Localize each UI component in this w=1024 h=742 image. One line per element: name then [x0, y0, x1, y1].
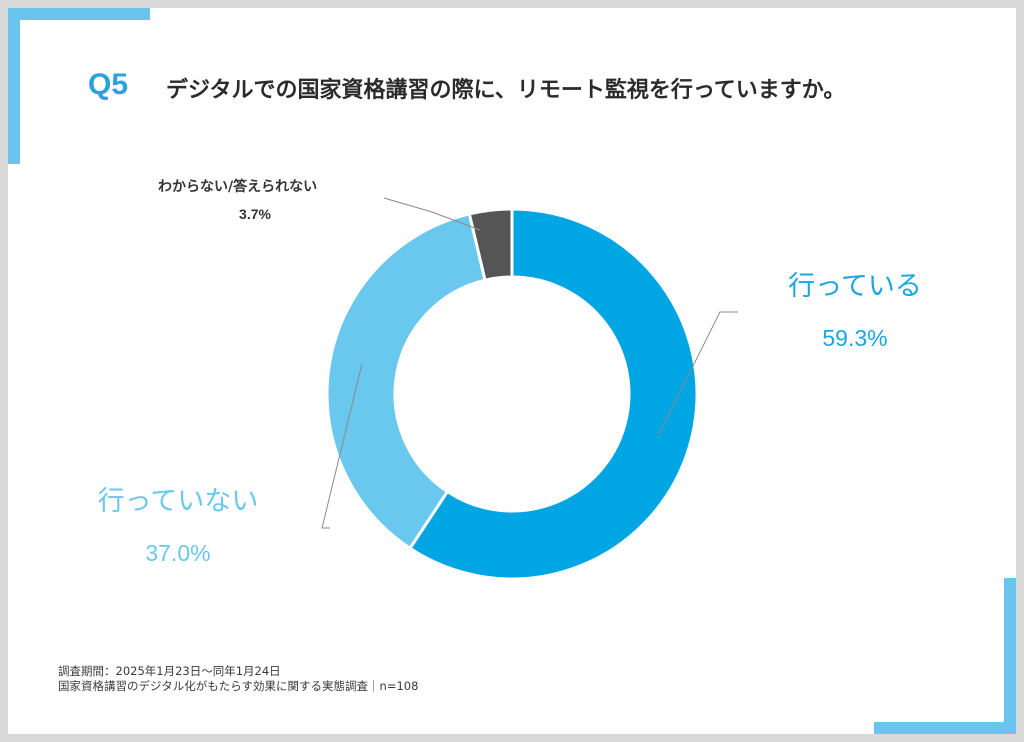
- leader-line-2: [383, 197, 481, 231]
- question-title: デジタルでの国家資格講習の際に、リモート監視を行っていますか。: [166, 78, 846, 103]
- question-number: Q5: [88, 68, 129, 101]
- label-value-2: 3.7%: [239, 206, 271, 222]
- corner-accent-top-left: [8, 8, 150, 20]
- chart-card: [8, 8, 1016, 734]
- donut-slice-2: [467, 207, 514, 282]
- label-value-1: 37.0%: [145, 540, 210, 566]
- survey-footnote: 調査期間：2025年1月23日〜同年1月24日 国家資格講習のデジタル化がもたら…: [58, 664, 418, 694]
- label-category-2: わからない/答えられない: [158, 178, 317, 195]
- label-category-0: 行っている: [788, 271, 922, 302]
- survey-period: 調査期間：2025年1月23日〜同年1月24日: [58, 664, 281, 678]
- corner-accent-bottom-right-vertical: [1004, 578, 1016, 734]
- corner-accent-bottom-right: [874, 722, 1016, 734]
- corner-accent-top-left-vertical: [8, 8, 20, 164]
- donut-slice-0: [407, 207, 699, 581]
- donut-slice-1: [325, 212, 487, 551]
- survey-name: 国家資格講習のデジタル化がもたらす効果に関する実態調査｜n=108: [58, 679, 419, 693]
- leader-line-0: [657, 311, 738, 437]
- label-value-0: 59.3%: [822, 325, 887, 351]
- leader-line-1: [321, 363, 363, 529]
- label-category-1: 行っていない: [98, 486, 259, 517]
